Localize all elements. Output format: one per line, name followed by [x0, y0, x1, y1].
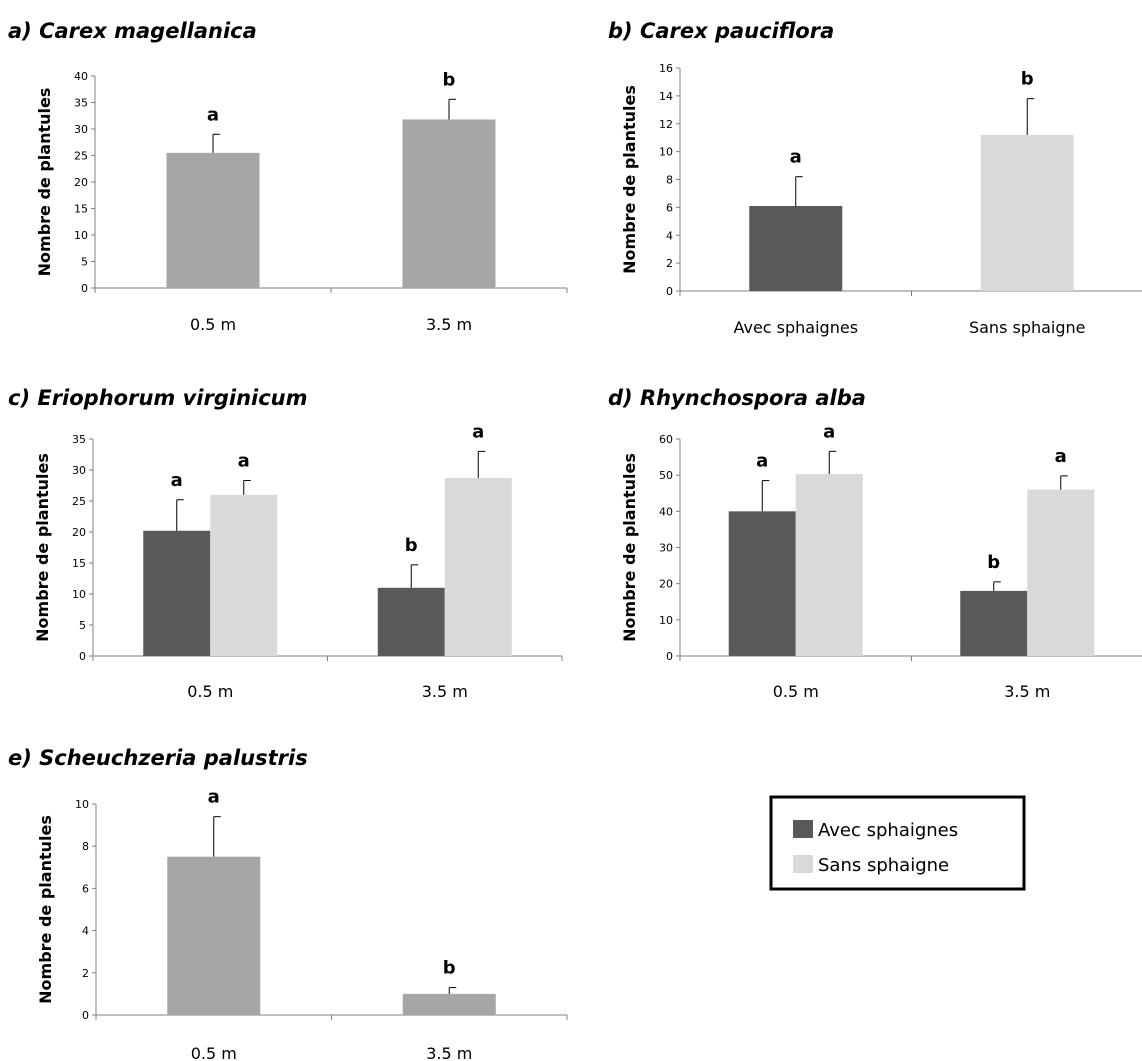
- y-tick-label: 25: [72, 495, 86, 508]
- y-axis-label: Nombre de plantules: [36, 815, 55, 1004]
- x-tick-label: 3.5 m: [426, 1044, 472, 1061]
- y-tick-label: 5: [79, 619, 86, 632]
- y-tick-label: 6: [82, 882, 89, 895]
- legend-box: [769, 795, 1026, 891]
- y-tick-label: 20: [74, 176, 88, 189]
- legend-swatch: [793, 855, 813, 873]
- bar: [980, 134, 1074, 291]
- x-tick-label: 0.5 m: [187, 682, 233, 701]
- y-tick-label: 10: [74, 229, 88, 242]
- y-tick-label: 5: [81, 256, 88, 269]
- x-tick-label: Avec sphaignes: [733, 318, 858, 337]
- significance-letter: a: [171, 470, 183, 491]
- significance-letter: a: [207, 104, 219, 125]
- significance-letter: b: [987, 552, 1000, 573]
- y-tick-label: 0: [82, 1009, 89, 1022]
- y-axis-label: Nombre de plantules: [620, 453, 639, 642]
- legend-label: Avec sphaignes: [818, 820, 958, 841]
- x-tick-label: 0.5 m: [191, 1044, 237, 1061]
- y-tick-label: 30: [74, 123, 88, 136]
- x-tick-label: 0.5 m: [190, 315, 236, 334]
- y-tick-label: 4: [666, 229, 673, 242]
- chart-e: e) Scheuchzeria palustris Nombre de plant…: [8, 746, 568, 1061]
- bar: [444, 478, 512, 656]
- bar: [728, 511, 796, 656]
- y-tick-label: 20: [659, 578, 673, 591]
- y-axis-label: Nombre de plantules: [620, 85, 639, 274]
- chart-title: a) Carex magellanica: [8, 19, 257, 43]
- y-tick-label: 40: [659, 505, 673, 518]
- chart-title: e) Scheuchzeria palustris: [8, 746, 308, 770]
- y-tick-label: 20: [72, 526, 86, 539]
- legend-label: Sans sphaigne: [818, 855, 949, 876]
- legend-swatch: [793, 820, 813, 838]
- chart-c: c) Eriophorum virginicum Nombre de plantu…: [8, 386, 563, 701]
- significance-letter: a: [238, 451, 250, 472]
- bar: [402, 119, 496, 289]
- significance-letter: a: [823, 421, 835, 442]
- y-axis-label: Nombre de plantules: [33, 453, 52, 642]
- chart-title: d) Rhynchospora alba: [608, 386, 866, 410]
- significance-letter: a: [1055, 446, 1067, 467]
- y-tick-label: 0: [81, 282, 88, 295]
- y-tick-label: 10: [659, 614, 673, 627]
- y-tick-label: 15: [74, 203, 88, 216]
- significance-letter: b: [443, 958, 456, 979]
- chart-d: d) Rhynchospora alba Nombre de plantules 0…: [608, 386, 1142, 701]
- significance-letter: a: [790, 147, 802, 168]
- y-tick-label: 6: [666, 201, 673, 214]
- y-axis-label: Nombre de plantules: [35, 88, 54, 277]
- y-tick-label: 50: [659, 469, 673, 482]
- x-tick-label: 3.5 m: [426, 315, 472, 334]
- y-tick-label: 25: [74, 150, 88, 163]
- bar: [166, 152, 260, 288]
- bar: [1027, 489, 1095, 656]
- bar: [749, 205, 843, 291]
- x-tick-label: 3.5 m: [422, 682, 468, 701]
- significance-letter: a: [208, 787, 220, 808]
- chart-b: b) Carex pauciflora Nombre de plantules 0 2…: [608, 19, 1142, 337]
- y-tick-label: 16: [659, 62, 673, 75]
- y-tick-label: 30: [659, 542, 673, 555]
- y-tick-label: 0: [666, 650, 673, 663]
- y-tick-label: 10: [72, 588, 86, 601]
- legend: Avec sphaignes Sans sphaigne: [769, 795, 1026, 891]
- significance-letter: b: [405, 535, 418, 556]
- bar: [167, 856, 261, 1015]
- y-tick-label: 35: [74, 97, 88, 110]
- y-tick-label: 10: [75, 798, 89, 811]
- significance-letter: b: [1021, 69, 1034, 90]
- y-tick-label: 0: [79, 650, 86, 663]
- y-tick-label: 2: [82, 967, 89, 980]
- bar: [402, 993, 496, 1015]
- y-tick-label: 40: [74, 70, 88, 83]
- y-tick-label: 60: [659, 433, 673, 446]
- y-tick-label: 10: [659, 146, 673, 159]
- chart-title: c) Eriophorum virginicum: [8, 386, 308, 410]
- significance-letter: a: [472, 421, 484, 442]
- y-tick-label: 14: [659, 90, 673, 103]
- significance-letter: a: [756, 451, 768, 472]
- bar: [210, 494, 278, 656]
- y-tick-label: 4: [82, 925, 89, 938]
- y-tick-label: 0: [666, 285, 673, 298]
- y-tick-label: 15: [72, 557, 86, 570]
- chart-title: b) Carex pauciflora: [608, 19, 834, 43]
- significance-letter: b: [443, 69, 456, 90]
- y-tick-label: 8: [82, 840, 89, 853]
- bar: [377, 587, 445, 656]
- y-tick-label: 30: [72, 464, 86, 477]
- x-tick-label: 3.5 m: [1004, 682, 1050, 701]
- x-tick-label: 0.5 m: [773, 682, 819, 701]
- y-tick-label: 8: [666, 174, 673, 187]
- chart-a: a) Carex magellanica Nombre de plantules 0…: [8, 19, 568, 334]
- y-tick-label: 12: [659, 118, 673, 131]
- y-tick-label: 2: [666, 257, 673, 270]
- bar: [795, 474, 863, 656]
- y-tick-label: 35: [72, 433, 86, 446]
- bar: [143, 530, 211, 656]
- x-tick-label: Sans sphaigne: [969, 318, 1086, 337]
- bar: [960, 590, 1028, 656]
